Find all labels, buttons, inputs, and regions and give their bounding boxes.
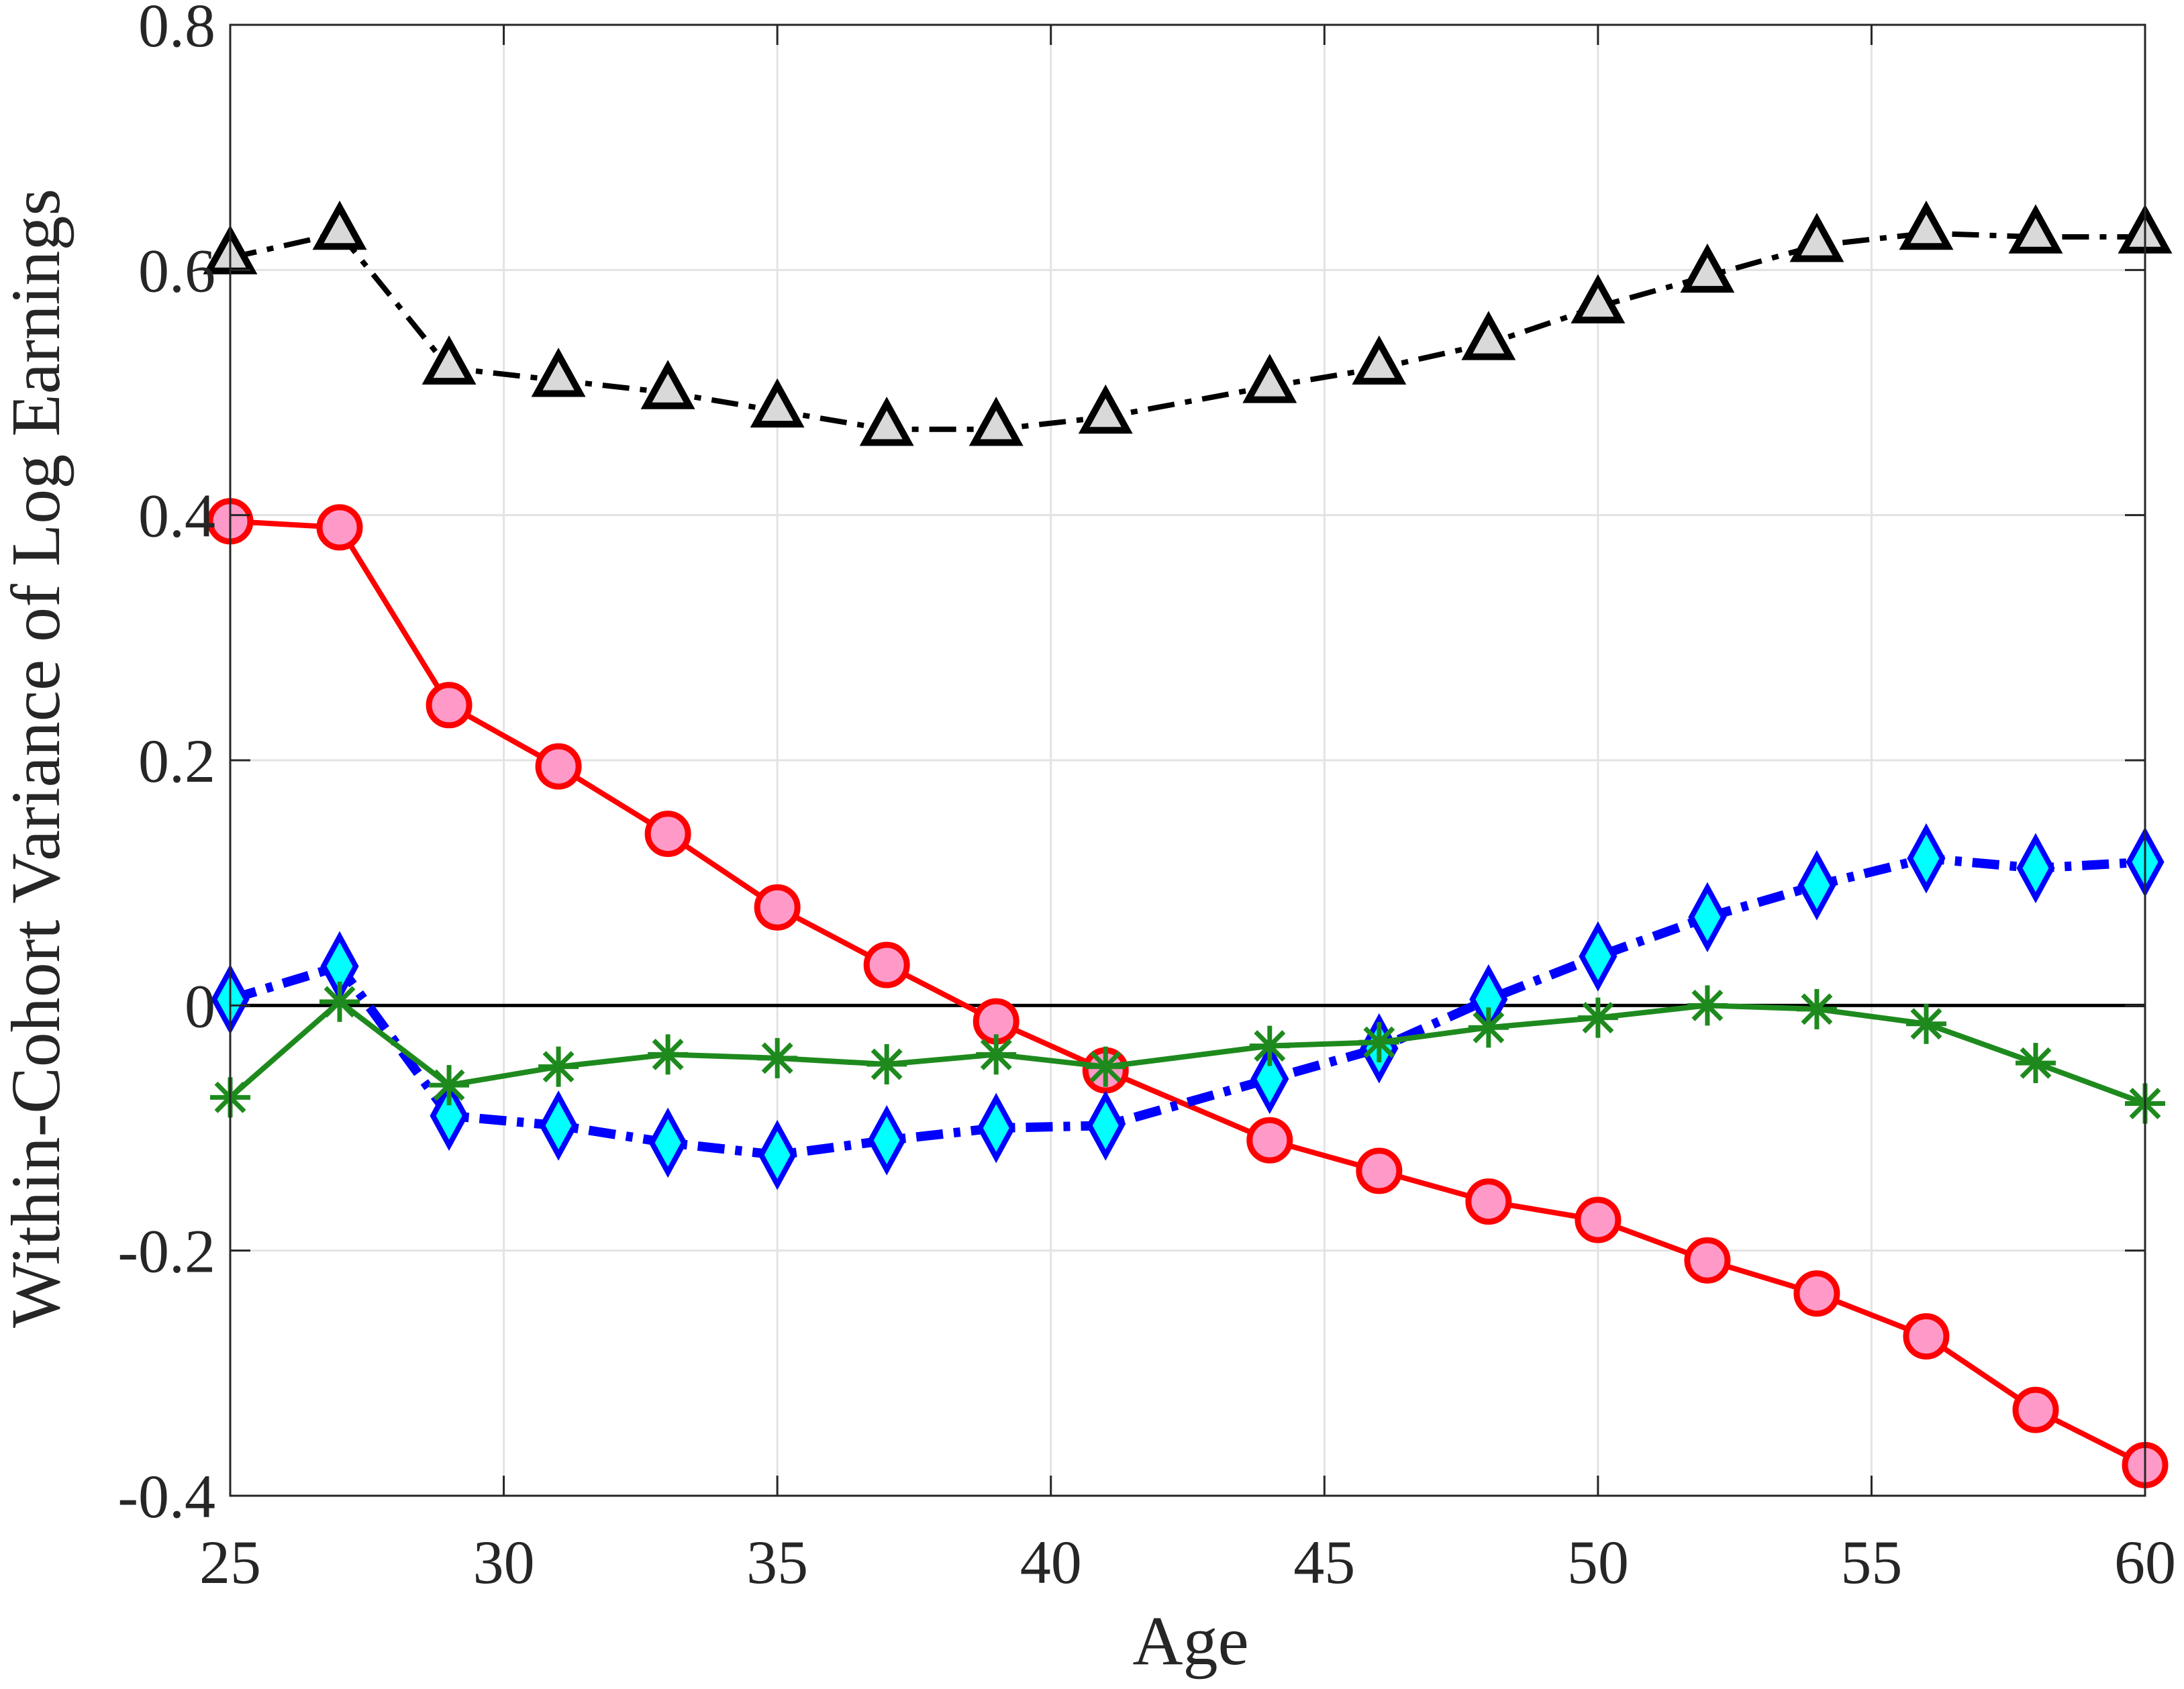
x-tick-label: 60 — [2114, 1528, 2176, 1596]
triangle-marker — [1242, 354, 1297, 403]
series-line — [230, 230, 2145, 432]
circle-marker — [1575, 1196, 1622, 1243]
triangle-marker — [531, 348, 586, 397]
circle-marker — [754, 884, 801, 931]
circle-marker — [1356, 1147, 1403, 1194]
circle-marker — [1684, 1237, 1731, 1284]
circle-marker — [863, 941, 910, 988]
asterisk-marker — [1687, 985, 1728, 1026]
asterisk-marker — [1249, 1025, 1290, 1066]
y-tick-label: 0.6 — [138, 236, 215, 305]
asterisk-marker — [2015, 1043, 2056, 1084]
circle-marker — [1246, 1117, 1293, 1164]
x-tick-label: 45 — [1293, 1528, 1355, 1596]
asterisk-marker — [538, 1046, 579, 1087]
circle-marker — [2012, 1386, 2059, 1433]
circle-marker — [1793, 1270, 1840, 1317]
y-tick-label: 0 — [185, 972, 215, 1040]
diamond-marker — [648, 1107, 687, 1178]
grid-lines — [229, 23, 2146, 1497]
series-green-stars — [210, 981, 2165, 1124]
x-tick-label: 25 — [199, 1528, 261, 1596]
diamond-marker — [1250, 1043, 1289, 1115]
data-series — [203, 200, 2173, 1488]
y-tick-label: 0.8 — [138, 0, 215, 60]
x-axis-label: Age — [1132, 1602, 1248, 1680]
asterisk-marker — [1577, 997, 1618, 1038]
circle-marker — [1903, 1313, 1950, 1360]
x-axis-tick-labels: 25 30 35 40 45 50 55 60 — [199, 1528, 2176, 1596]
diamond-marker — [1907, 823, 1946, 894]
diamond-marker — [1579, 921, 1618, 992]
diamond-marker — [1797, 850, 1836, 921]
triangle-marker — [640, 360, 695, 409]
triangle-marker — [312, 200, 367, 250]
asterisk-marker — [1085, 1046, 1126, 1087]
triangle-marker — [859, 397, 914, 446]
series-red-circles — [207, 498, 2169, 1488]
asterisk-marker — [1905, 1003, 1946, 1044]
series-line — [230, 518, 2146, 1468]
asterisk-marker — [319, 981, 360, 1022]
y-tick-label: -0.2 — [117, 1217, 215, 1286]
diamond-marker — [430, 1080, 468, 1151]
x-tick-label: 55 — [1840, 1528, 1902, 1596]
circle-marker — [426, 682, 473, 729]
x-tick-label: 35 — [746, 1528, 808, 1596]
diamond-marker — [2016, 833, 2055, 904]
triangle-marker — [1680, 243, 1735, 293]
asterisk-marker — [866, 1044, 907, 1085]
asterisk-marker — [429, 1065, 470, 1106]
series-line — [228, 999, 2146, 1107]
diamond-marker — [867, 1105, 906, 1176]
triangle-marker — [1352, 335, 1407, 385]
y-tick-label: 0.2 — [138, 727, 215, 795]
asterisk-marker — [757, 1037, 798, 1078]
diamond-marker — [539, 1090, 578, 1161]
triangle-marker — [421, 335, 477, 385]
circle-marker — [644, 811, 691, 858]
asterisk-marker — [976, 1034, 1017, 1075]
axis-ticks — [229, 23, 2146, 1497]
circle-marker — [535, 743, 582, 790]
asterisk-marker — [648, 1034, 689, 1075]
diamond-marker — [977, 1092, 1015, 1164]
diamond-marker — [758, 1119, 797, 1190]
series-gray-triangles — [203, 200, 2173, 446]
diamond-marker — [1086, 1090, 1125, 1161]
triangle-marker — [1789, 213, 1844, 262]
triangle-marker — [1571, 274, 1626, 323]
asterisk-marker — [1358, 1022, 1399, 1063]
y-axis-label: Within-Cohort Variance of Log Earnings — [0, 189, 75, 1328]
triangle-marker — [969, 397, 1024, 446]
triangle-marker — [2008, 204, 2063, 254]
triangle-marker — [1078, 384, 1133, 434]
circle-marker — [316, 504, 363, 551]
series-blue-diamonds — [211, 823, 2165, 1190]
diamond-marker — [1688, 882, 1727, 953]
y-tick-label: 0.4 — [138, 482, 215, 550]
x-tick-label: 50 — [1567, 1528, 1629, 1596]
triangle-marker — [1899, 200, 1954, 250]
asterisk-marker — [1796, 988, 1837, 1029]
y-tick-label: -0.4 — [117, 1462, 215, 1531]
circle-marker — [1465, 1178, 1512, 1225]
x-tick-label: 30 — [473, 1528, 535, 1596]
triangle-marker — [750, 378, 805, 428]
asterisk-marker — [1468, 1007, 1509, 1048]
triangle-marker — [1461, 311, 1516, 360]
x-tick-label: 40 — [1020, 1528, 1082, 1596]
y-axis-tick-labels: -0.4 -0.2 0 0.2 0.4 0.6 0.8 — [117, 0, 215, 1531]
